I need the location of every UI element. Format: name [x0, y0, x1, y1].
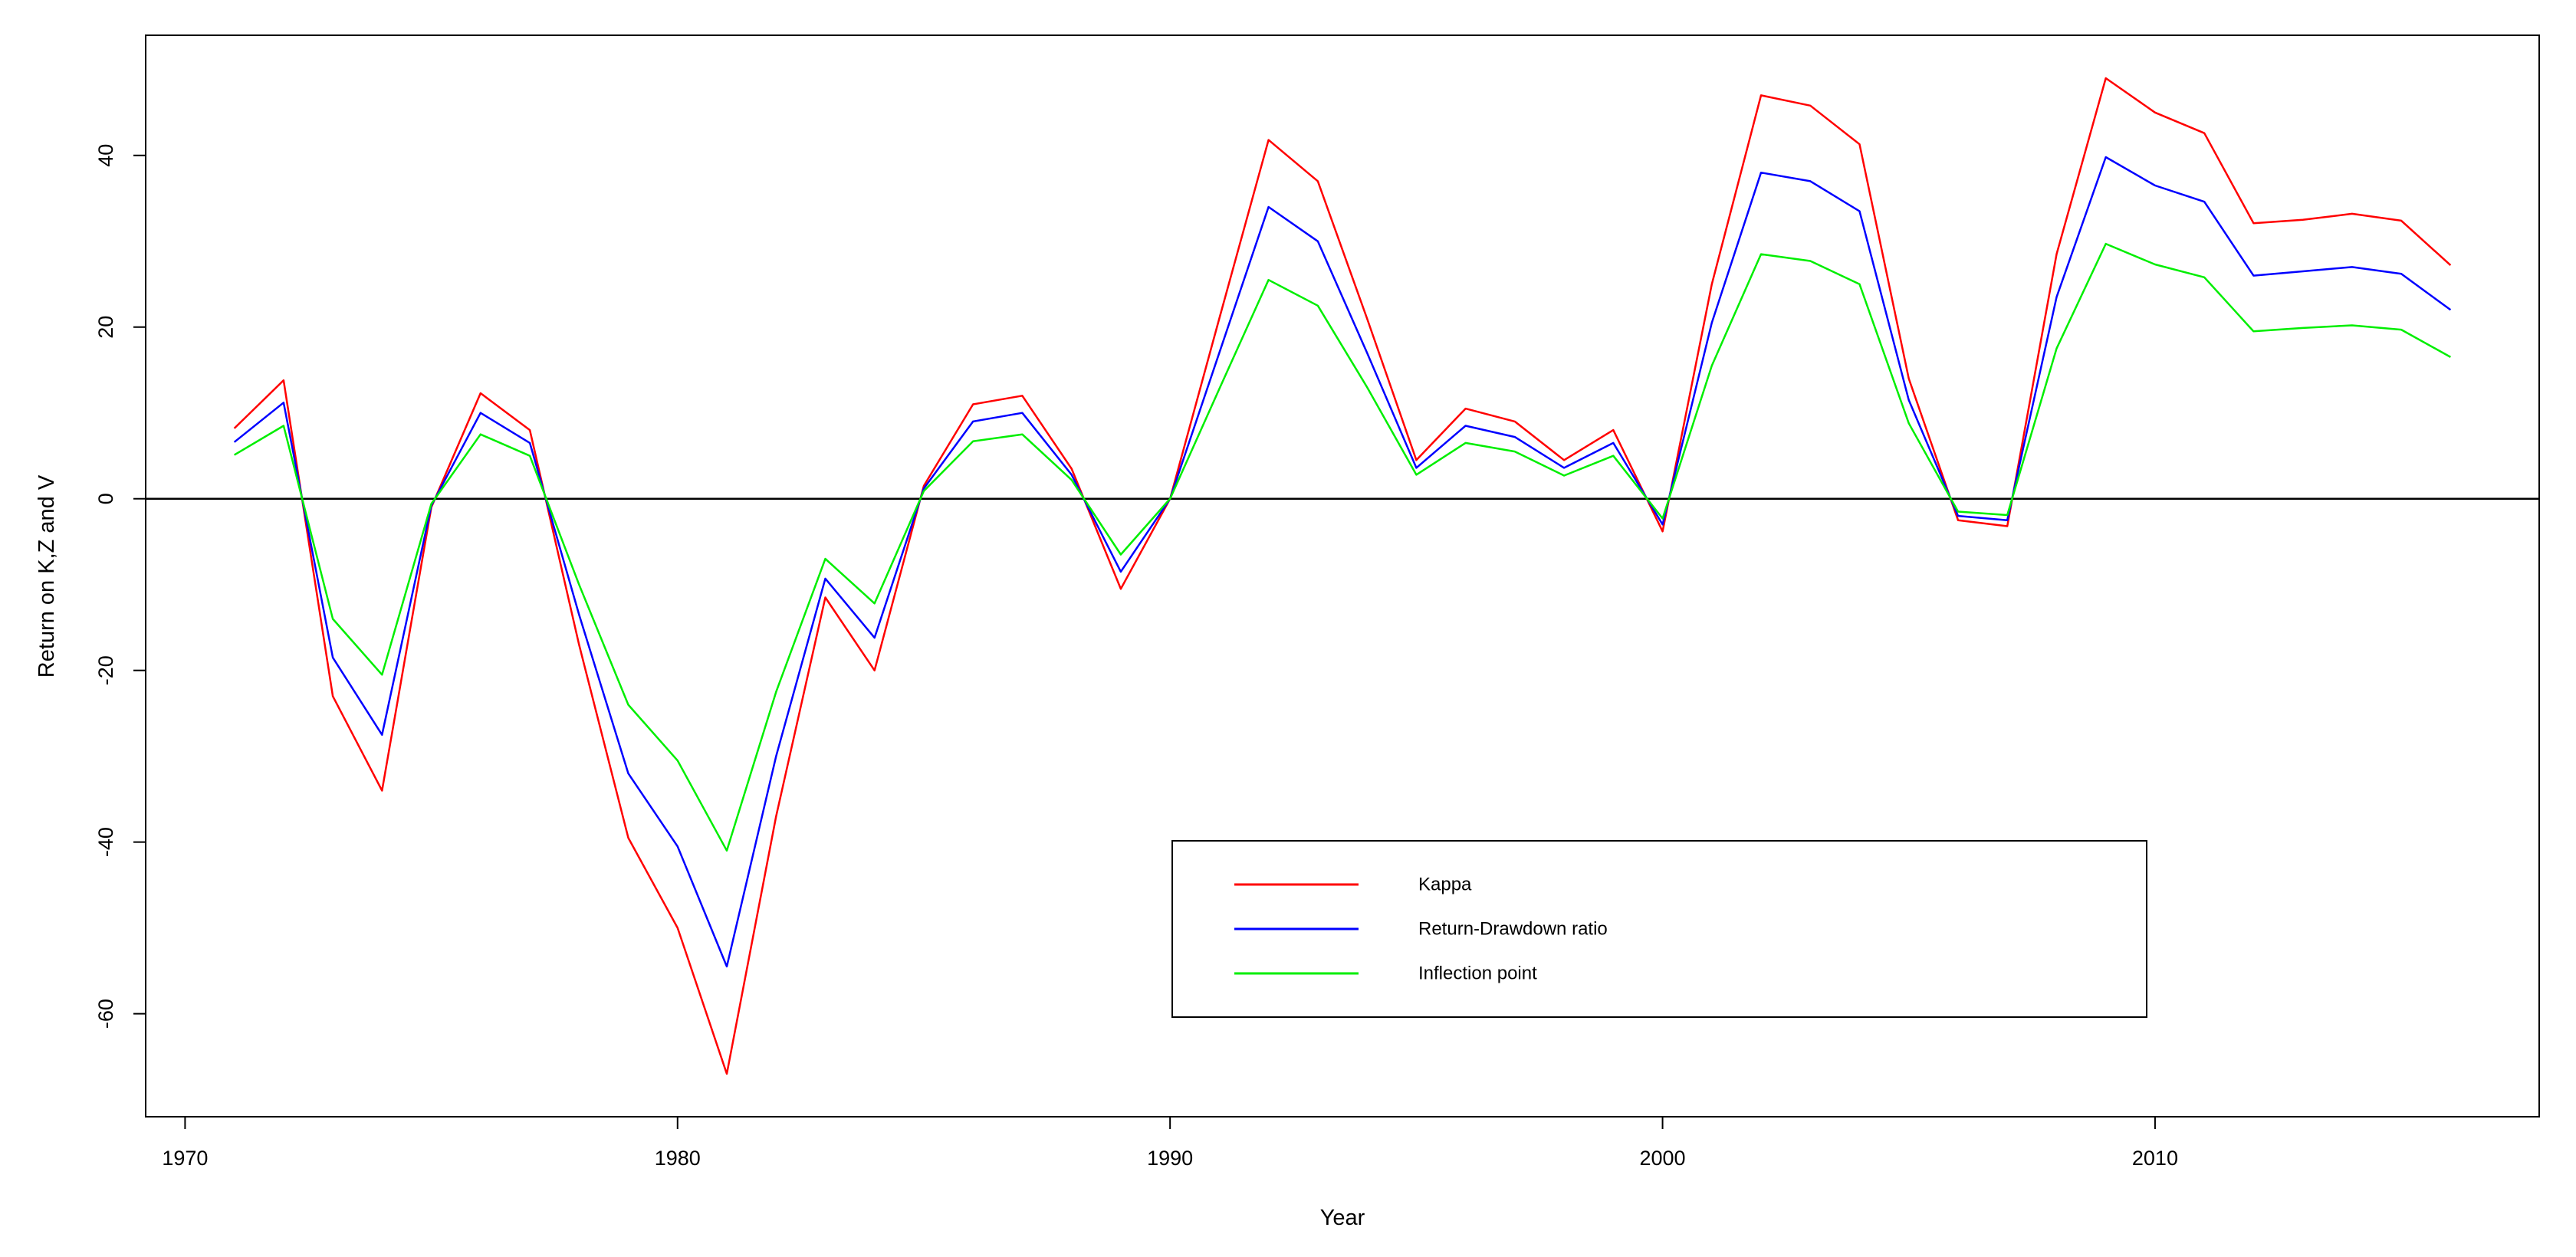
x-axis-label: Year: [1320, 1206, 1365, 1230]
series-line-inflection-point: [233, 242, 2452, 852]
y-tick-label: -40: [94, 827, 117, 857]
x-axis: 1970 1980 1990 2000 2010: [162, 1116, 2178, 1170]
y-axis: -60 -40 -20 0 20 40: [94, 144, 146, 1029]
x-tick-label: 1990: [1147, 1147, 1193, 1170]
legend: Kappa Return-Drawdown ratio Inflection poi…: [1171, 840, 2147, 1018]
y-tick-label: -60: [94, 999, 117, 1029]
series-group: [233, 77, 2452, 1075]
x-tick-label: 1970: [162, 1147, 208, 1170]
legend-label-kappa: Kappa: [1418, 875, 1472, 895]
series-line-return-drawdown-ratio: [233, 156, 2452, 968]
x-tick-label: 2000: [1640, 1147, 1686, 1170]
x-tick-label: 2010: [2132, 1147, 2178, 1170]
series-line-kappa: [233, 77, 2452, 1075]
x-tick-label: 1980: [655, 1147, 701, 1170]
y-tick-label: 0: [94, 493, 117, 504]
y-tick-label: 20: [94, 316, 117, 339]
y-tick-label: 40: [94, 144, 117, 167]
legend-label-return-drawdown-ratio: Return-Drawdown ratio: [1418, 919, 1608, 940]
y-axis-label: Return on K,Z and V: [34, 474, 59, 678]
y-tick-label: -20: [94, 655, 117, 685]
legend-label-inflection-point: Inflection point: [1418, 963, 1537, 984]
